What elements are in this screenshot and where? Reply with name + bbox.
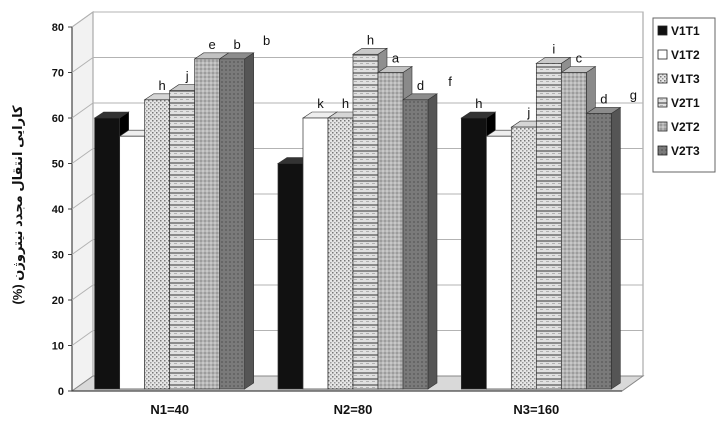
- data-label: e: [209, 37, 216, 52]
- legend-swatch: [657, 73, 668, 84]
- y-tick-label: 0: [58, 386, 64, 398]
- legend-item: V1T2: [657, 48, 700, 62]
- y-tick-labels: 0 10 20 30 40 50 60 70 80: [52, 22, 72, 398]
- legend-label: V2T3: [671, 144, 700, 158]
- legend-swatch: [657, 97, 668, 108]
- data-label: j: [526, 105, 530, 120]
- gridline: [71, 284, 643, 301]
- data-label: b: [234, 37, 241, 52]
- y-tick-label: 80: [52, 22, 64, 34]
- data-label: c: [576, 51, 583, 66]
- legend: V1T1 V1T2 V1T3 V2T1 V2T2 V2T3: [652, 17, 716, 173]
- y-tick-label: 20: [52, 295, 64, 307]
- legend-item: V1T1: [657, 24, 700, 38]
- data-label-extra: g: [630, 87, 637, 102]
- data-label: h: [367, 32, 374, 47]
- gridline: [71, 330, 643, 346]
- gridlines: [71, 11, 643, 346]
- legend-swatch: [657, 145, 668, 156]
- legend-item: V2T1: [657, 96, 700, 110]
- data-label: k: [317, 96, 324, 111]
- x-tick-label: N2=80: [334, 402, 373, 417]
- legend-label: V1T2: [671, 48, 700, 62]
- bar: [585, 106, 622, 390]
- data-label-extra: b: [263, 33, 270, 48]
- gridline: [71, 239, 643, 255]
- x-tick-label: N3=160: [513, 402, 559, 417]
- y-tick-label: 40: [52, 204, 64, 216]
- data-label: j: [185, 69, 189, 84]
- data-label: a: [392, 51, 400, 66]
- legend-label: V1T3: [671, 72, 700, 86]
- legend-label: V2T2: [671, 120, 700, 134]
- data-label: h: [475, 96, 482, 111]
- legend-item: V2T3: [657, 144, 700, 158]
- legend-swatch: [657, 121, 668, 132]
- legend-swatch: [657, 49, 668, 60]
- data-label: d: [600, 91, 607, 106]
- x-tick-label: N1=40: [150, 402, 189, 417]
- legend-item: V2T2: [657, 120, 700, 134]
- y-tick-label: 60: [52, 113, 64, 125]
- legend-swatch: [657, 25, 668, 36]
- x-tick-labels: N1=40 N2=80 N3=160: [150, 402, 559, 417]
- legend-label: V2T1: [671, 96, 700, 110]
- legend-label: V1T1: [671, 24, 700, 38]
- data-label: i: [552, 41, 555, 56]
- gridline: [71, 57, 643, 73]
- data-label: h: [342, 96, 349, 111]
- y-tick-label: 10: [52, 341, 64, 353]
- gridline: [71, 148, 643, 164]
- data-label-extra: f: [448, 74, 452, 89]
- gridline: [71, 102, 643, 119]
- bar: [402, 93, 438, 390]
- data-label: d: [417, 78, 424, 93]
- bar: [218, 52, 255, 390]
- y-axis-label: کارایی انتقال مجدد نیتروژن (%): [10, 105, 25, 305]
- gridline: [71, 11, 643, 28]
- gridline: [71, 193, 643, 210]
- y-tick-label: 30: [52, 250, 64, 262]
- y-tick-label: 50: [52, 159, 64, 171]
- data-labels: h j e b b k h h a d f h j i c d g: [159, 32, 637, 120]
- y-tick-label: 70: [52, 68, 64, 80]
- data-label: h: [159, 78, 166, 93]
- bars: [93, 47, 622, 390]
- legend-item: V1T3: [657, 72, 700, 86]
